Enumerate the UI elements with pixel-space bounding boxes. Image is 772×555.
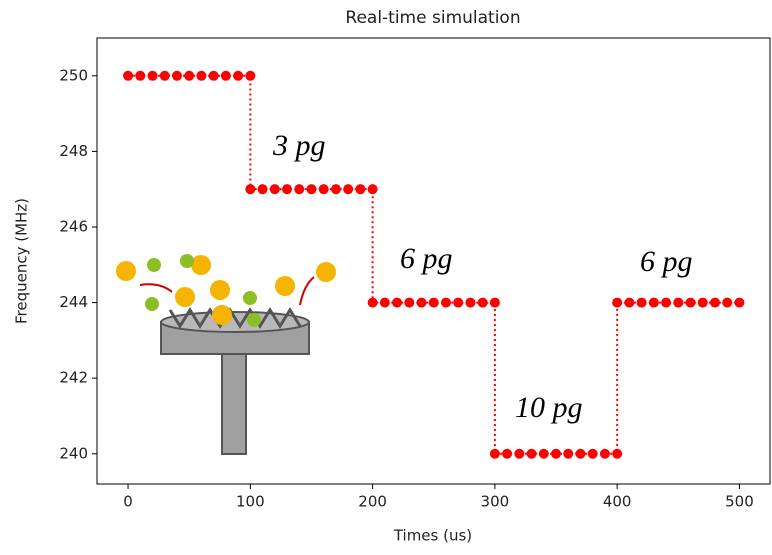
data-point: [526, 448, 537, 459]
sensor-icon: [116, 254, 336, 455]
data-point: [648, 297, 659, 308]
data-point: [318, 184, 329, 195]
data-point: [538, 448, 549, 459]
data-point: [257, 184, 268, 195]
data-point: [159, 70, 170, 81]
annotation: 6 pg: [400, 242, 453, 275]
data-point: [233, 70, 244, 81]
data-point: [612, 297, 623, 308]
y-tick-label: 244: [59, 293, 88, 311]
data-point: [685, 297, 696, 308]
data-point: [477, 297, 488, 308]
x-tick-label: 200: [358, 493, 387, 511]
plot-frame: [96, 37, 771, 485]
x-tick-label: 100: [236, 493, 265, 511]
data-point: [612, 448, 623, 459]
data-point: [575, 448, 586, 459]
data-point: [367, 297, 378, 308]
data-point: [489, 297, 500, 308]
data-point: [734, 297, 745, 308]
data-point: [294, 184, 305, 195]
x-tick-label: 0: [123, 493, 133, 511]
annotation: 10 pg: [515, 391, 583, 424]
data-point: [208, 70, 219, 81]
x-tick-label: 300: [481, 493, 510, 511]
data-point: [440, 297, 451, 308]
data-point: [465, 297, 476, 308]
data-point: [379, 297, 390, 308]
data-point: [367, 184, 378, 195]
data-point: [220, 70, 231, 81]
y-tick-label: 240: [59, 444, 88, 462]
data-point: [673, 297, 684, 308]
y-tick-label: 242: [59, 369, 88, 387]
data-point: [306, 184, 317, 195]
x-axis-label: Times (us): [393, 527, 472, 545]
data-point: [563, 448, 574, 459]
data-point: [502, 448, 513, 459]
data-point: [489, 448, 500, 459]
data-point: [722, 297, 733, 308]
data-point: [453, 297, 464, 308]
y-tick-label: 248: [59, 142, 88, 160]
y-axis-label: Frequency (MHz): [13, 198, 31, 324]
data-point: [196, 70, 207, 81]
data-point: [343, 184, 354, 195]
data-point: [135, 70, 146, 81]
data-point: [184, 70, 195, 81]
data-point: [282, 184, 293, 195]
y-tick-label: 250: [59, 66, 88, 84]
x-tick-label: 500: [725, 493, 754, 511]
data-point: [514, 448, 525, 459]
annotation: 6 pg: [640, 245, 693, 278]
data-point: [245, 184, 256, 195]
data-point: [661, 297, 672, 308]
data-point: [269, 184, 280, 195]
data-point: [624, 297, 635, 308]
data-point: [330, 184, 341, 195]
data-point: [697, 297, 708, 308]
data-point: [404, 297, 415, 308]
data-point: [355, 184, 366, 195]
data-point: [392, 297, 403, 308]
data-point: [123, 70, 134, 81]
data-point: [245, 70, 256, 81]
chart-title: Real-time simulation: [345, 8, 520, 28]
data-point: [171, 70, 182, 81]
data-point: [428, 297, 439, 308]
data-point: [587, 448, 598, 459]
x-tick-label: 400: [603, 493, 632, 511]
data-point: [709, 297, 720, 308]
data-point: [599, 448, 610, 459]
data-point: [416, 297, 427, 308]
data-point: [147, 70, 158, 81]
annotation: 3 pg: [272, 129, 326, 162]
y-tick-label: 246: [59, 217, 88, 235]
data-point: [636, 297, 647, 308]
data-point: [551, 448, 562, 459]
